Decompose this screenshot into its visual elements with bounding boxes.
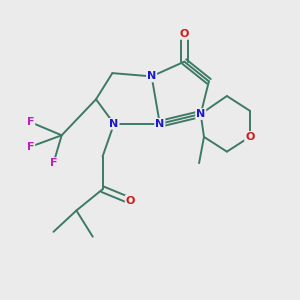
Text: N: N: [110, 119, 118, 129]
Text: N: N: [196, 109, 205, 119]
Text: O: O: [180, 29, 189, 39]
Text: F: F: [50, 158, 57, 168]
Text: N: N: [147, 71, 156, 81]
Text: F: F: [27, 142, 34, 152]
Text: O: O: [245, 132, 254, 142]
Text: F: F: [27, 117, 34, 127]
Text: O: O: [126, 196, 135, 206]
Text: N: N: [155, 119, 164, 129]
